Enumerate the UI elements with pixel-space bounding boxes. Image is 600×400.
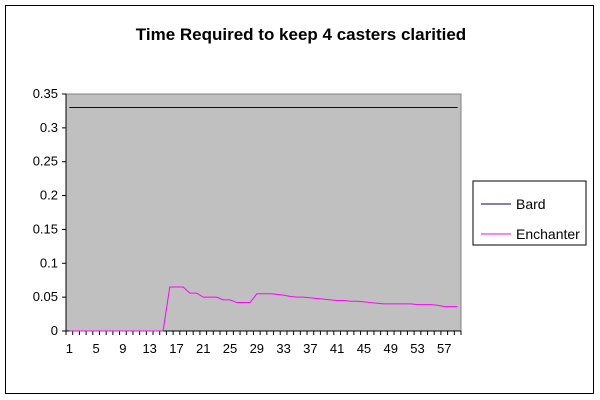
legend: Bard Enchanter <box>472 180 587 246</box>
chart-frame: Time Required to keep 4 casters claritie… <box>5 5 594 394</box>
y-tick-label: 0.15 <box>33 221 58 236</box>
x-tick-label: 45 <box>357 341 371 356</box>
y-tick-label: 0.1 <box>40 255 58 270</box>
x-tick-label: 1 <box>66 341 73 356</box>
x-axis: 1 5 9 13 17 21 25 29 33 37 41 45 49 53 57 <box>65 330 462 356</box>
series-group <box>69 107 458 332</box>
legend-label-enchanter: Enchanter <box>516 226 580 242</box>
legend-label-bard: Bard <box>516 196 546 212</box>
y-tick-label: 0.05 <box>33 289 58 304</box>
y-axis: 0 0.05 0.1 0.15 0.2 0.25 0.3 0.35 <box>33 86 67 338</box>
x-tick-label: 13 <box>142 341 156 356</box>
x-tick-label: 33 <box>276 341 290 356</box>
x-tick-label: 49 <box>383 341 397 356</box>
x-tick-label: 17 <box>169 341 183 356</box>
x-tick-label: 5 <box>93 341 100 356</box>
x-tick-label: 37 <box>303 341 317 356</box>
y-tick-label: 0.3 <box>40 120 58 135</box>
x-tick-label: 21 <box>196 341 210 356</box>
y-tick-label: 0 <box>51 323 58 338</box>
y-tick-label: 0.25 <box>33 154 58 169</box>
series-line-enchanter <box>69 286 458 332</box>
x-tick-label: 41 <box>330 341 344 356</box>
x-tick-label: 57 <box>437 341 451 356</box>
y-tick-label: 0.2 <box>40 188 58 203</box>
chart-title: Time Required to keep 4 casters claritie… <box>136 25 466 44</box>
x-tick-label: 29 <box>250 341 264 356</box>
x-tick-label: 53 <box>410 341 424 356</box>
y-tick-label: 0.35 <box>33 86 58 101</box>
x-tick-label: 9 <box>119 341 126 356</box>
line-chart: Time Required to keep 4 casters claritie… <box>33 25 587 356</box>
x-tick-label: 25 <box>223 341 237 356</box>
plot-area <box>65 93 462 332</box>
